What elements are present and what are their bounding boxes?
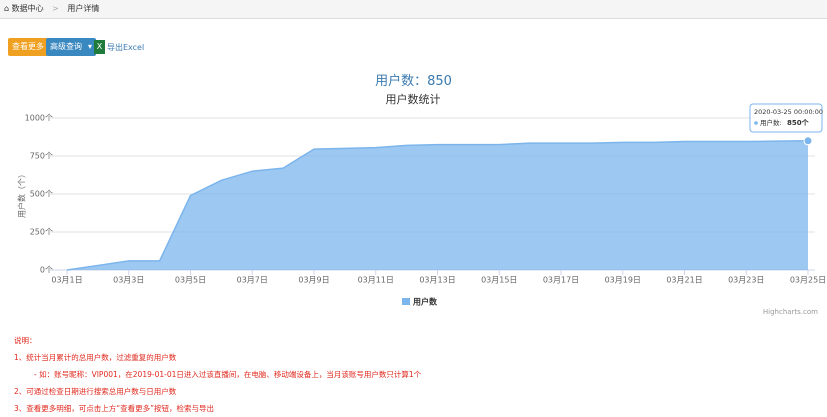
breadcrumb-item[interactable]: 数据中心 bbox=[11, 4, 44, 13]
legend-label: 用户数 bbox=[412, 297, 438, 307]
x-tick-label: 03月1日 bbox=[51, 276, 82, 285]
query-button[interactable]: 高级查询 ▾ bbox=[46, 38, 96, 56]
tooltip-box bbox=[749, 103, 823, 133]
x-tick-label: 03月25日 bbox=[790, 276, 826, 285]
breadcrumb: ⌂ 数据中心 > 用户详情 bbox=[0, 0, 827, 19]
breadcrumb-item[interactable]: 用户详情 bbox=[67, 4, 100, 13]
credits[interactable]: Highcharts.com bbox=[763, 308, 818, 316]
home-icon: ⌂ bbox=[4, 4, 10, 13]
x-tick-label: 03月15日 bbox=[481, 276, 517, 285]
export-link[interactable]: 导出Excel bbox=[107, 43, 145, 52]
note: - 如：账号昵称：VIP001，在2019-01-01日进入过该直播间，在电脑、… bbox=[34, 370, 422, 379]
x-tick-label: 03月11日 bbox=[358, 276, 394, 285]
query-text: 高级查询 bbox=[50, 42, 82, 51]
separator: > bbox=[52, 4, 59, 13]
legend-symbol bbox=[402, 298, 410, 305]
x-tick-label: 03月5日 bbox=[175, 276, 206, 285]
excel-icon[interactable]: X bbox=[94, 40, 105, 54]
summary: 用户数：850 bbox=[375, 74, 452, 89]
x-tick-label: 03月13日 bbox=[419, 276, 455, 285]
area bbox=[67, 140, 808, 270]
x-tick-label: 03月23日 bbox=[728, 276, 764, 285]
note: 3、查看更多明细，可点击上方“查看更多”按钮，检索与导出 bbox=[14, 404, 215, 413]
y-tick-label: 500个 bbox=[30, 190, 53, 199]
x-tick-label: 03月3日 bbox=[113, 276, 144, 285]
chart-title: 用户数统计 bbox=[386, 92, 441, 106]
tooltip: 2020-03-25 00:00:00 用户数: 850个 bbox=[749, 103, 823, 133]
hover-point bbox=[803, 136, 813, 146]
note: 1、统计当月累计的总用户数，过滤重复的用户数 bbox=[14, 353, 177, 362]
area-line bbox=[66, 140, 809, 271]
x-tick-label: 03月7日 bbox=[237, 276, 268, 285]
y-tick-label: 0个 bbox=[40, 266, 53, 275]
y-tick-label: 1000个 bbox=[25, 114, 53, 123]
more-button[interactable]: 查看更多 bbox=[8, 38, 48, 56]
x-tick-label: 03月9日 bbox=[298, 276, 329, 285]
y-tick-label: 250个 bbox=[30, 228, 53, 237]
tooltip-value: 850个 bbox=[787, 118, 810, 127]
caret: ▾ bbox=[87, 42, 92, 51]
note: 2、可通过检查日期进行搜索总用户数与日用户数 bbox=[14, 387, 177, 396]
tooltip-series: 用户数: bbox=[760, 118, 782, 127]
chart: 用户数统计 用户数（个） Highcharts.com 0个 250个 500个 75… bbox=[17, 92, 827, 316]
note: 说明： bbox=[14, 336, 37, 345]
x-tick-label: 03月21日 bbox=[666, 276, 702, 285]
tooltip-date: 2020-03-25 00:00:00 bbox=[754, 108, 823, 116]
y-tick-label: 750个 bbox=[30, 152, 53, 161]
y-axis-title: 用户数（个） bbox=[17, 170, 27, 218]
x-tick-label: 03月19日 bbox=[605, 276, 641, 285]
tooltip-dot bbox=[754, 121, 758, 125]
x-tick-label: 03月17日 bbox=[543, 276, 579, 285]
